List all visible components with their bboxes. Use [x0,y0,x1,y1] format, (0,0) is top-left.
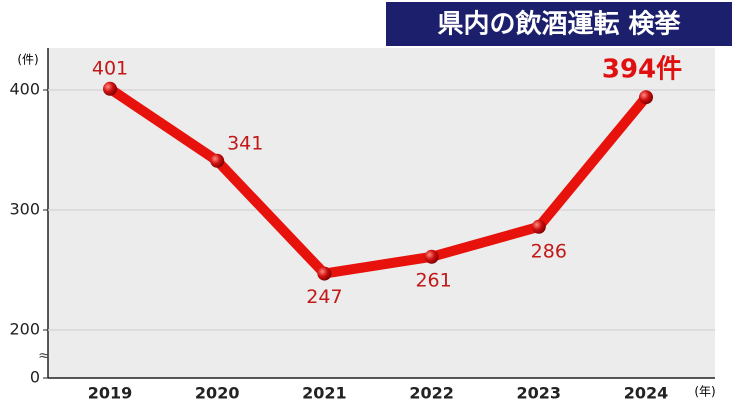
x-tick-label: 2020 [195,384,240,403]
y-tick-label: 0 [30,368,40,387]
y-unit: (件) [17,53,38,67]
y-tick-label: 300 [9,200,40,219]
x-tick-label: 2022 [409,384,454,403]
point [317,266,332,281]
chart-title: 県内の飲酒運転 検挙 [437,9,681,40]
data-label: 401 [92,57,128,79]
y-tick-label: 400 [9,80,40,99]
title-box [386,2,732,46]
x-tick-label: 2021 [302,384,347,403]
x-tick-label: 2024 [624,384,669,403]
y-tick-label: 200 [9,320,40,339]
x-unit: (年) [694,385,715,399]
x-tick-label: 2019 [88,384,133,403]
line [107,84,650,279]
point [531,219,546,234]
plot-area [48,48,715,378]
data-label: 286 [531,240,567,262]
data-label: 341 [227,132,263,154]
axis-break: ≈ [38,348,50,364]
point [424,249,439,264]
data-label: 261 [415,269,451,291]
data-label: 247 [306,286,342,308]
data-label: 394件 [602,55,682,85]
x-tick-label: 2023 [517,384,562,403]
point [103,81,117,96]
point [210,153,225,168]
point [639,90,653,105]
